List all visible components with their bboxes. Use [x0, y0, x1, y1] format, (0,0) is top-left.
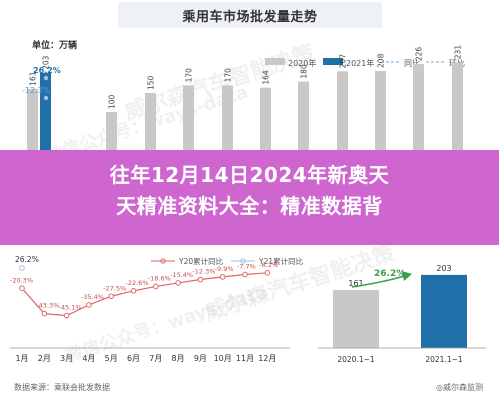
bar-2020-month	[260, 87, 271, 150]
x-tick-label: 11月	[236, 354, 254, 363]
point-y20	[153, 283, 159, 290]
bar-2020-jan-label: 161	[29, 71, 38, 86]
cumulative-x-label: 2021.1~1	[425, 355, 463, 364]
point-y20	[242, 271, 248, 278]
bar-2020-month-label: 226	[415, 47, 424, 62]
label-y20: -20.3%	[10, 276, 33, 284]
label-y20: -18.6%	[148, 274, 171, 282]
yoy-point	[43, 75, 49, 81]
headline-text: 往年12月14日2024年新奥天 天精准资料大全：精准数据背	[0, 160, 499, 222]
x-tick-label: 3月	[60, 354, 73, 363]
point-y20	[41, 310, 48, 317]
bar-2020-month-label: 180	[300, 64, 309, 79]
growth-arrow-head	[402, 271, 412, 281]
chart-title-bar: 乘用车市场批发量走势	[118, 2, 382, 28]
x-tick-label: 5月	[105, 354, 118, 363]
bar-2020-month-label: 170	[185, 68, 194, 83]
cumulative-x-label: 2020.1~1	[337, 355, 375, 364]
label-y20: -27.5%	[103, 284, 126, 292]
brand-note: ◎威尔森监测	[436, 383, 483, 392]
headline-line-2: 天精准资料大全：精准数据背	[116, 194, 383, 218]
bar-2020-month	[413, 64, 424, 150]
bar-2020-month-label: 150	[147, 75, 156, 90]
bar-2020-month-label: 100	[108, 94, 117, 109]
legend-marker-y21	[240, 258, 246, 264]
point-y20	[197, 276, 204, 283]
legend-label: 2021年	[346, 58, 374, 68]
headline-banner	[0, 150, 499, 245]
bar-2020-month	[452, 62, 463, 150]
label-y21: 26.2%	[15, 255, 39, 264]
source-note: 数据来源：乘联会批发数据	[14, 383, 110, 392]
bar-2020-month	[145, 93, 156, 150]
point-y20	[63, 312, 70, 319]
x-tick-label: 6月	[127, 354, 140, 363]
bar-2020-month	[183, 85, 194, 150]
label-y20: -12.3%	[192, 268, 215, 276]
unit-label: 单位：万辆	[32, 41, 78, 51]
bar-2020-month	[298, 81, 309, 150]
label-y20: -22.6%	[126, 279, 149, 287]
x-tick-label: 4月	[82, 354, 95, 363]
cumulative-bar-2021	[421, 274, 467, 348]
point-y20	[264, 270, 271, 276]
chart-title: 乘用车市场批发量走势	[182, 10, 318, 25]
headline-line-1: 往年12月14日2024年新奥天	[109, 163, 390, 187]
ring-annotation: -12.3%	[22, 86, 51, 95]
label-y20: -9.9%	[215, 265, 234, 273]
point-y20	[219, 274, 226, 280]
bar-2020-month-label: 208	[377, 53, 386, 68]
cumulative-bar-2020	[333, 290, 379, 348]
bar-2020-month-label: 231	[454, 45, 463, 60]
label-y20: -45.1%	[59, 304, 82, 312]
x-tick-label: 9月	[194, 354, 207, 363]
x-tick-label: 2月	[38, 354, 51, 363]
cumulative-bar-label: 203	[436, 264, 451, 273]
bar-2020-month-label: 170	[224, 68, 233, 83]
legend-swatch-2020	[265, 58, 285, 65]
legend-label: 同比	[404, 58, 420, 68]
legend-label: 2020年	[288, 58, 316, 68]
label-y20: -6.2%	[259, 261, 278, 269]
growth-annotation: 26.2%	[374, 269, 405, 279]
bar-2020-month	[106, 112, 117, 150]
label-y20: -7.7%	[237, 262, 256, 270]
x-tick-label: 8月	[172, 354, 185, 363]
legend-label-y20: Y20累计同比	[178, 256, 224, 266]
bar-2020-month	[337, 71, 348, 150]
point-y20	[86, 302, 92, 308]
point-y20	[130, 288, 137, 294]
ring-point	[43, 95, 49, 101]
x-tick-label: 10月	[214, 354, 232, 363]
yoy-annotation: 26.2%	[33, 66, 61, 75]
label-y20: -43.3%	[36, 302, 59, 310]
bar-2020-month	[222, 85, 233, 150]
line-y20	[21, 272, 268, 317]
bar-2021-jan-label: 203	[42, 55, 51, 70]
label-y20: -35.4%	[81, 293, 104, 301]
bar-2021-jan	[40, 72, 51, 150]
cumulative-bar-label: 161	[348, 279, 363, 288]
point-y21	[19, 265, 25, 271]
x-tick-label: 7月	[149, 354, 162, 363]
x-tick-label: 12月	[258, 354, 276, 363]
legend-swatch-2021	[323, 58, 343, 65]
bar-2020-month-label: 207	[339, 54, 348, 69]
label-y20: -15.4%	[170, 271, 193, 279]
legend-label-y21: Y21累计同比	[258, 256, 304, 266]
point-y20	[19, 285, 25, 292]
bar-2020-month-label: 164	[262, 70, 271, 85]
x-tick-label: 1月	[15, 354, 28, 363]
bar-2020-month	[375, 70, 386, 150]
point-y20	[108, 293, 114, 300]
bar-2020-jan	[27, 88, 38, 150]
point-y20	[175, 280, 181, 286]
